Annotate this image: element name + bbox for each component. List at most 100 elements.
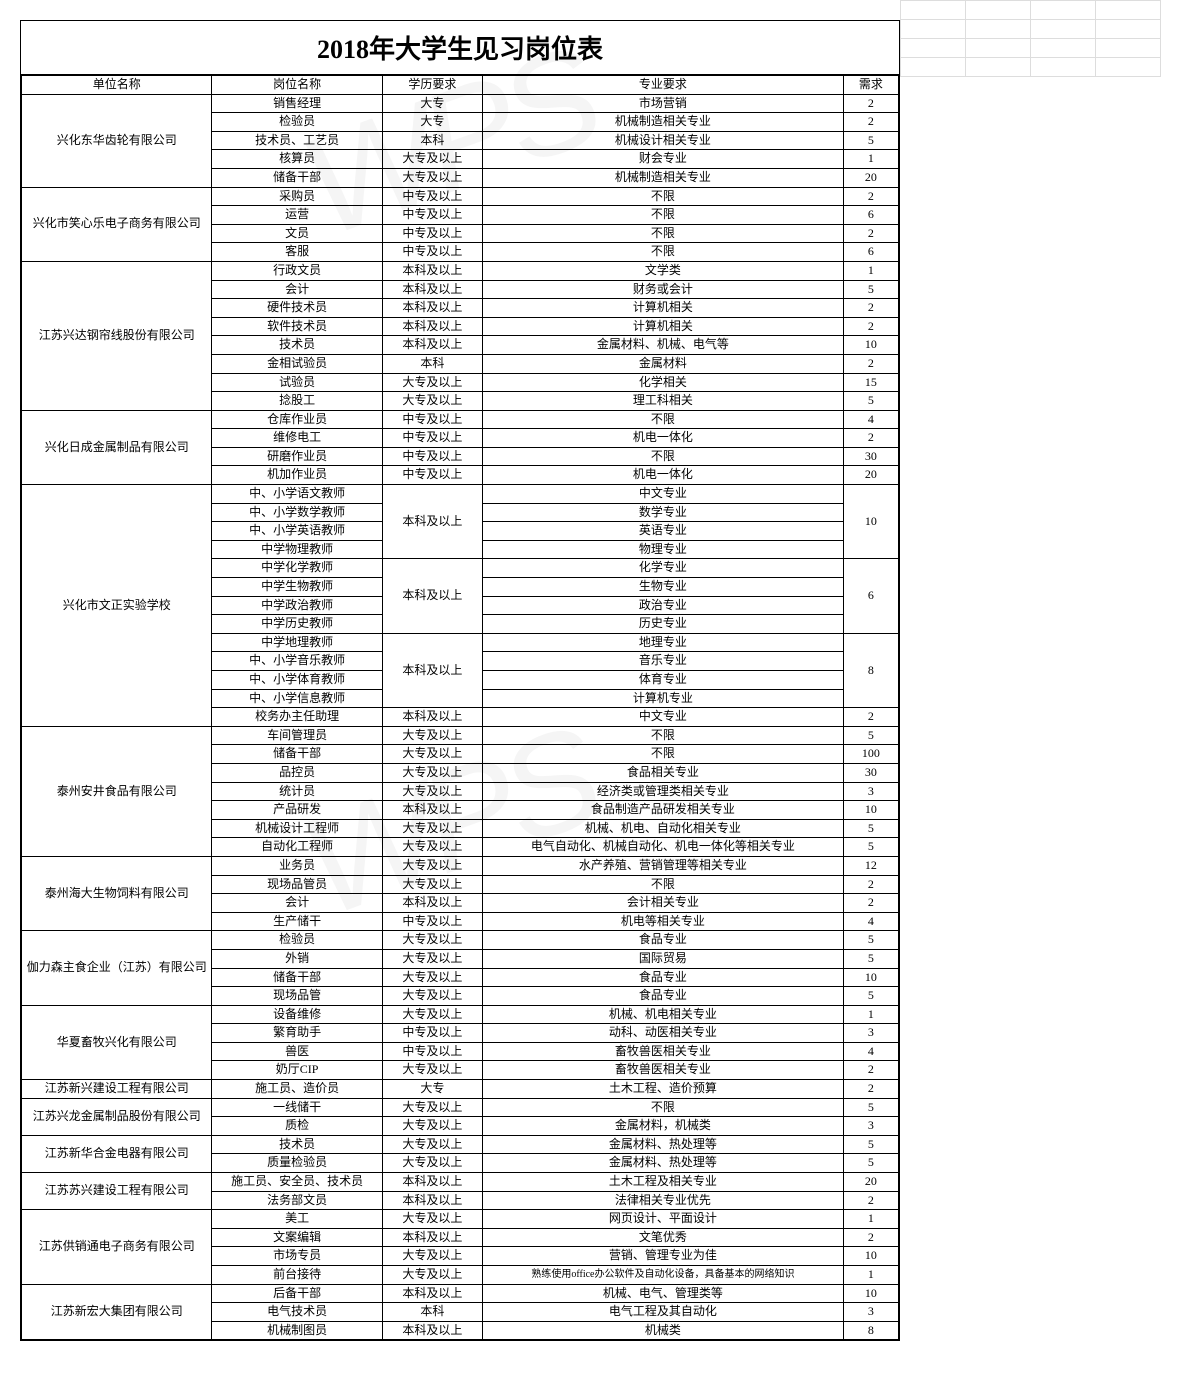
table-cell: 机械设计工程师 [212,819,382,838]
table-cell: 2 [843,708,898,727]
table-cell: 中学历史教师 [212,615,382,634]
table-cell: 中文专业 [483,485,844,504]
table-cell: 5 [843,1098,898,1117]
table-cell: 机电等相关专业 [483,912,844,931]
table-cell: 兴化东华齿轮有限公司 [22,94,212,187]
table-cell: 技术员、工艺员 [212,131,382,150]
table-row: 兴化市笑心乐电子商务有限公司采购员中专及以上不限2 [22,187,899,206]
table-cell: 大专及以上 [382,1061,482,1080]
table-row: 江苏新华合金电器有限公司技术员大专及以上金属材料、热处理等5 [22,1135,899,1154]
empty-cell [1096,1,1161,20]
table-cell: 文学类 [483,261,844,280]
table-cell: 文笔优秀 [483,1228,844,1247]
table-cell: 车间管理员 [212,726,382,745]
table-cell: 质检 [212,1117,382,1136]
table-cell: 20 [843,466,898,485]
table-cell: 本科及以上 [382,1284,482,1303]
table-cell: 中、小学音乐教师 [212,652,382,671]
table-cell: 一线储干 [212,1098,382,1117]
table-cell: 机械制造相关专业 [483,168,844,187]
table-cell: 机械、电气、管理类等 [483,1284,844,1303]
table-cell: 不限 [483,187,844,206]
table-cell: 大专及以上 [382,968,482,987]
table-cell: 8 [843,633,898,707]
table-cell: 市场专员 [212,1247,382,1266]
table-cell: 5 [843,819,898,838]
empty-cell [901,1,966,20]
table-cell: 英语专业 [483,522,844,541]
table-cell: 本科及以上 [382,559,482,633]
table-cell: 10 [843,485,898,559]
table-cell: 5 [843,726,898,745]
empty-cell [1096,20,1161,39]
table-cell: 不限 [483,410,844,429]
table-cell: 大专及以上 [382,726,482,745]
empty-cell [966,39,1031,58]
table-cell: 江苏新华合金电器有限公司 [22,1135,212,1172]
spreadsheet-empty-cells [900,0,1160,77]
table-cell: 1 [843,1210,898,1229]
table-cell: 繁育助手 [212,1024,382,1043]
table-row: 江苏新宏大集团有限公司后备干部本科及以上机械、电气、管理类等10 [22,1284,899,1303]
table-cell: 现场品管 [212,987,382,1006]
header-demand: 需求 [843,76,898,95]
table-cell: 2 [843,94,898,113]
table-cell: 4 [843,912,898,931]
table-cell: 地理专业 [483,633,844,652]
table-cell: 中专及以上 [382,429,482,448]
table-cell: 不限 [483,726,844,745]
table-cell: 自动化工程师 [212,838,382,857]
table-cell: 6 [843,243,898,262]
table-cell: 行政文员 [212,261,382,280]
table-cell: 食品专业 [483,987,844,1006]
table-cell: 2 [843,187,898,206]
empty-cell [1031,20,1096,39]
document-page: WPS WPS 2018年大学生见习岗位表 单位名称 岗位名称 学历要求 专业要… [20,20,900,1341]
table-cell: 奶厅CIP [212,1061,382,1080]
table-cell: 本科及以上 [382,299,482,318]
table-cell: 5 [843,931,898,950]
table-cell: 施工员、安全员、技术员 [212,1173,382,1192]
table-cell: 大专及以上 [382,931,482,950]
table-cell: 泰州安井食品有限公司 [22,726,212,856]
table-cell: 机电一体化 [483,429,844,448]
table-cell: 5 [843,392,898,411]
table-cell: 中学地理教师 [212,633,382,652]
table-cell: 中学化学教师 [212,559,382,578]
table-cell: 1 [843,1005,898,1024]
table-cell: 大专及以上 [382,819,482,838]
table-cell: 江苏兴达钢帘线股份有限公司 [22,261,212,410]
table-cell: 本科 [382,131,482,150]
table-cell: 计算机相关 [483,299,844,318]
empty-cell [966,20,1031,39]
table-cell: 中文专业 [483,708,844,727]
table-cell: 机械设计相关专业 [483,131,844,150]
table-cell: 音乐专业 [483,652,844,671]
table-cell: 本科及以上 [382,1173,482,1192]
table-row: 兴化市文正实验学校中、小学语文教师本科及以上中文专业10 [22,485,899,504]
table-cell: 大专及以上 [382,1098,482,1117]
table-cell: 江苏兴龙金属制品股份有限公司 [22,1098,212,1135]
table-cell: 兽医 [212,1042,382,1061]
table-cell: 法务部文员 [212,1191,382,1210]
table-cell: 2 [843,894,898,913]
table-cell: 技术员 [212,336,382,355]
table-cell: 检验员 [212,931,382,950]
table-cell: 会计 [212,894,382,913]
table-cell: 大专及以上 [382,782,482,801]
table-cell: 文案编辑 [212,1228,382,1247]
table-row: 泰州海大生物饲料有限公司业务员大专及以上水产养殖、营销管理等相关专业12 [22,856,899,875]
table-cell: 法律相关专业优先 [483,1191,844,1210]
table-cell: 兴化市笑心乐电子商务有限公司 [22,187,212,261]
table-cell: 大专及以上 [382,838,482,857]
table-cell: 15 [843,373,898,392]
table-cell: 20 [843,168,898,187]
table-cell: 机械制图员 [212,1321,382,1340]
table-cell: 大专及以上 [382,392,482,411]
table-cell: 理工科相关 [483,392,844,411]
table-cell: 3 [843,1303,898,1322]
table-cell: 本科及以上 [382,1228,482,1247]
table-cell: 4 [843,410,898,429]
table-cell: 中专及以上 [382,1024,482,1043]
table-cell: 机电一体化 [483,466,844,485]
